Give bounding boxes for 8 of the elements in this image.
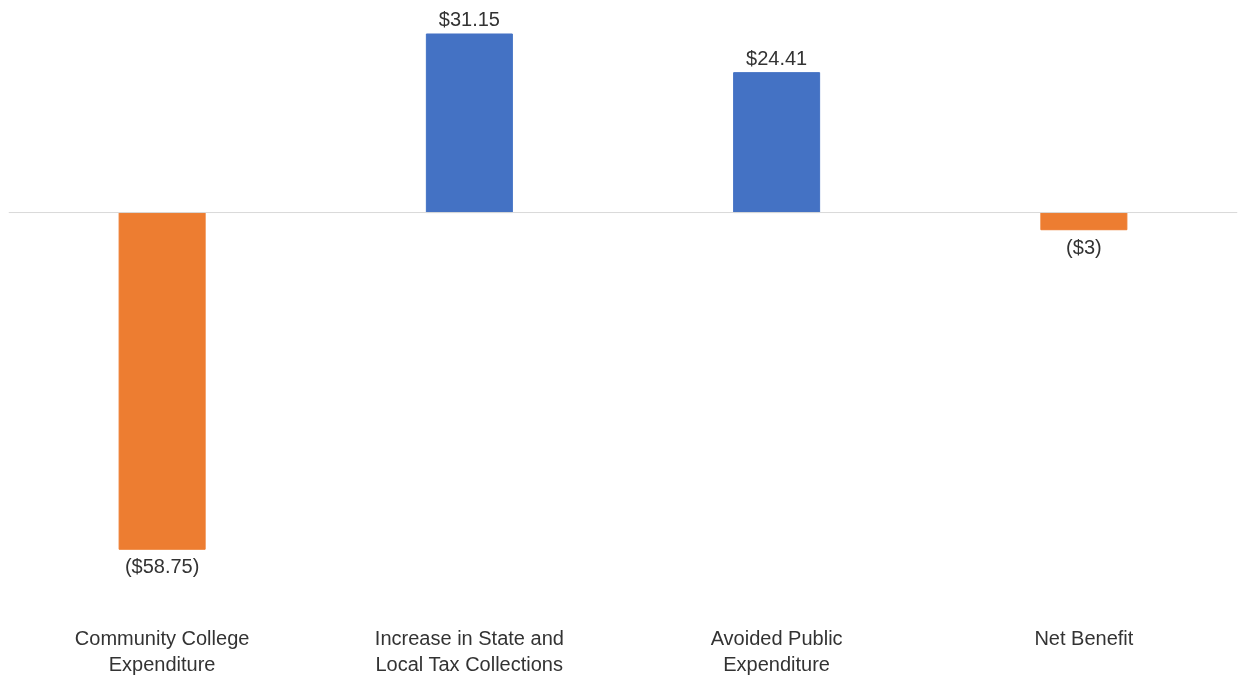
data-label: ($58.75) (124, 555, 200, 578)
data-label: $24.41 (746, 46, 808, 69)
x-tick-label: Net Benefit (1034, 626, 1134, 649)
x-tick-label: Community College Expenditure (74, 626, 250, 675)
x-tick-label: Avoided Public Expenditure (710, 626, 843, 675)
data-label: ($3) (1066, 235, 1102, 258)
data-label: $31.15 (438, 7, 500, 30)
x-tick-label: Increase in State and Local Tax Collections (374, 626, 564, 675)
